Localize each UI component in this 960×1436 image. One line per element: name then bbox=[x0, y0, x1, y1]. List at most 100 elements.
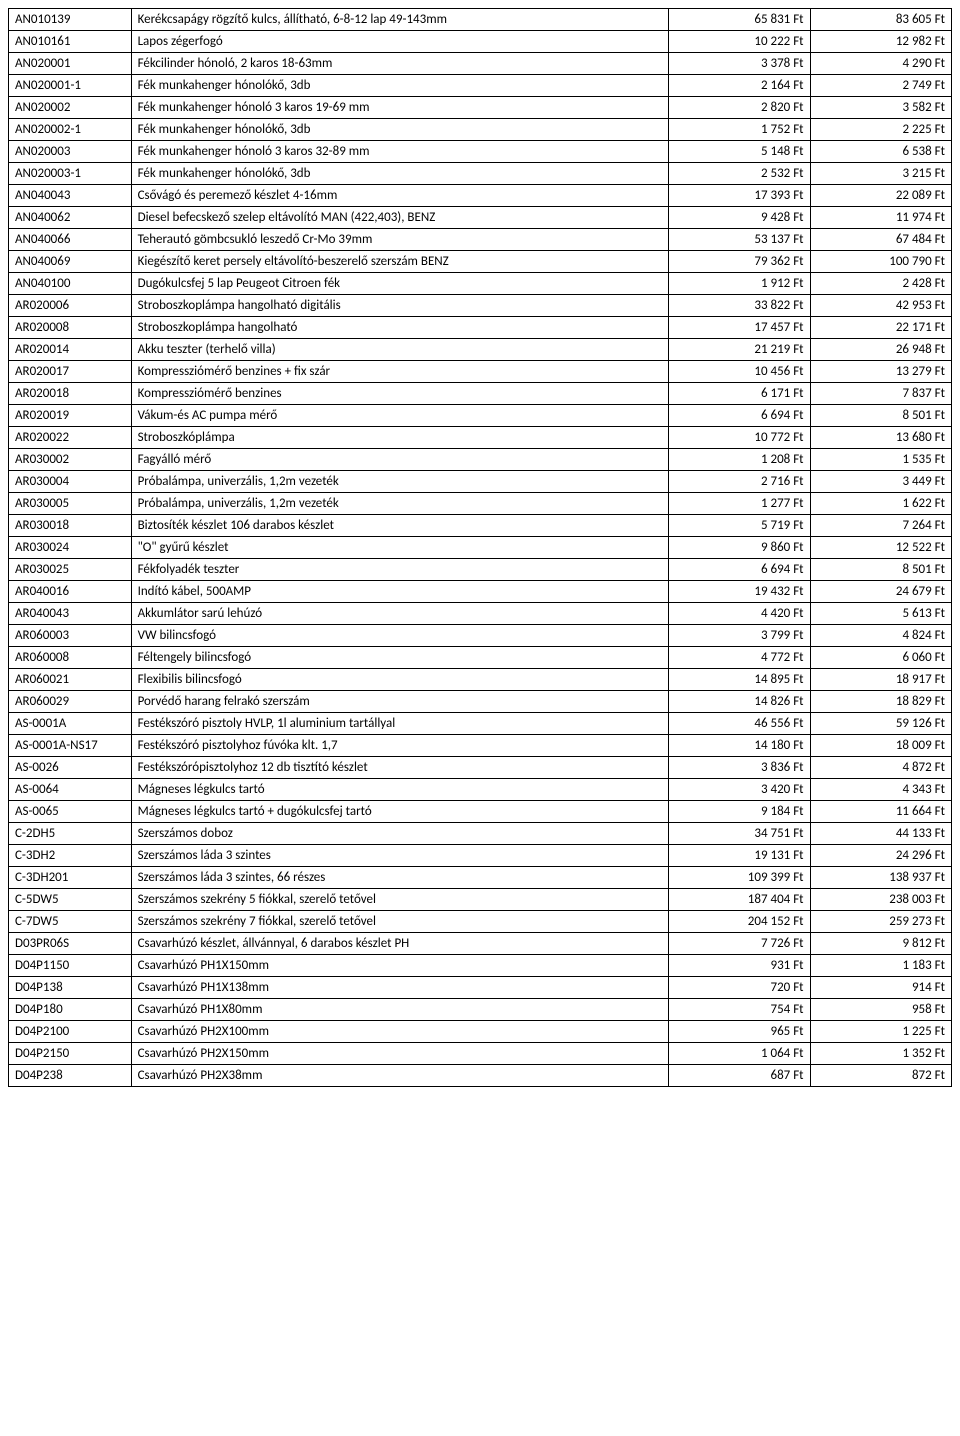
cell-price-net: 1 912 Ft bbox=[669, 273, 810, 295]
cell-price-gross: 1 622 Ft bbox=[810, 493, 951, 515]
cell-code: AR020014 bbox=[9, 339, 132, 361]
cell-price-net: 1 752 Ft bbox=[669, 119, 810, 141]
cell-code: AR020017 bbox=[9, 361, 132, 383]
cell-price-gross: 12 522 Ft bbox=[810, 537, 951, 559]
table-row: AN020003Fék munkahenger hónoló 3 karos 3… bbox=[9, 141, 952, 163]
cell-description: Lapos zégerfogó bbox=[131, 31, 669, 53]
cell-description: Kiegészítő keret persely eltávolító-besz… bbox=[131, 251, 669, 273]
cell-description: Fék munkahenger hónoló 3 karos 32-89 mm bbox=[131, 141, 669, 163]
cell-description: Teherautó gömbcsukló leszedő Cr-Mo 39mm bbox=[131, 229, 669, 251]
cell-code: AR020022 bbox=[9, 427, 132, 449]
table-row: AR020014Akku teszter (terhelő villa)21 2… bbox=[9, 339, 952, 361]
cell-code: AN040066 bbox=[9, 229, 132, 251]
cell-price-gross: 18 829 Ft bbox=[810, 691, 951, 713]
cell-price-net: 9 184 Ft bbox=[669, 801, 810, 823]
cell-code: AN010161 bbox=[9, 31, 132, 53]
cell-price-gross: 24 679 Ft bbox=[810, 581, 951, 603]
cell-code: AR060029 bbox=[9, 691, 132, 713]
cell-price-gross: 8 501 Ft bbox=[810, 405, 951, 427]
cell-price-gross: 5 613 Ft bbox=[810, 603, 951, 625]
cell-price-net: 204 152 Ft bbox=[669, 911, 810, 933]
cell-code: AS-0026 bbox=[9, 757, 132, 779]
table-row: AN040043Csővágó és peremező készlet 4-16… bbox=[9, 185, 952, 207]
table-row: AR030002Fagyálló mérő1 208 Ft1 535 Ft bbox=[9, 449, 952, 471]
cell-price-gross: 238 003 Ft bbox=[810, 889, 951, 911]
cell-code: AN020001 bbox=[9, 53, 132, 75]
cell-price-net: 931 Ft bbox=[669, 955, 810, 977]
cell-description: Fék munkahenger hónolókő, 3db bbox=[131, 163, 669, 185]
cell-price-net: 9 860 Ft bbox=[669, 537, 810, 559]
cell-code: D04P180 bbox=[9, 999, 132, 1021]
cell-price-gross: 9 812 Ft bbox=[810, 933, 951, 955]
cell-price-net: 10 772 Ft bbox=[669, 427, 810, 449]
cell-price-gross: 872 Ft bbox=[810, 1065, 951, 1087]
table-row: AN040062Diesel befecskező szelep eltávol… bbox=[9, 207, 952, 229]
cell-price-gross: 6 538 Ft bbox=[810, 141, 951, 163]
cell-price-net: 4 772 Ft bbox=[669, 647, 810, 669]
table-row: AR040016Indító kábel, 500AMP19 432 Ft24 … bbox=[9, 581, 952, 603]
cell-code: AS-0001A bbox=[9, 713, 132, 735]
cell-code: AN040062 bbox=[9, 207, 132, 229]
cell-code: AR020008 bbox=[9, 317, 132, 339]
table-row: AR020019Vákum-és AC pumpa mérő6 694 Ft8 … bbox=[9, 405, 952, 427]
table-row: AN040069Kiegészítő keret persely eltávol… bbox=[9, 251, 952, 273]
cell-price-gross: 2 225 Ft bbox=[810, 119, 951, 141]
cell-price-gross: 259 273 Ft bbox=[810, 911, 951, 933]
cell-price-gross: 18 917 Ft bbox=[810, 669, 951, 691]
cell-description: Vákum-és AC pumpa mérő bbox=[131, 405, 669, 427]
cell-description: Fék munkahenger hónoló 3 karos 19-69 mm bbox=[131, 97, 669, 119]
table-row: AR040043Akkumlátor sarú lehúzó4 420 Ft5 … bbox=[9, 603, 952, 625]
table-row: AN040100Dugókulcsfej 5 lap Peugeot Citro… bbox=[9, 273, 952, 295]
cell-price-net: 65 831 Ft bbox=[669, 9, 810, 31]
cell-price-net: 3 836 Ft bbox=[669, 757, 810, 779]
table-row: D04P138Csavarhúzó PH1X138mm720 Ft914 Ft bbox=[9, 977, 952, 999]
table-row: AN020003-1Fék munkahenger hónolókő, 3db2… bbox=[9, 163, 952, 185]
cell-price-gross: 4 872 Ft bbox=[810, 757, 951, 779]
cell-description: Kompressziómérő benzines bbox=[131, 383, 669, 405]
cell-description: Csavarhúzó PH1X138mm bbox=[131, 977, 669, 999]
cell-price-gross: 13 279 Ft bbox=[810, 361, 951, 383]
cell-price-gross: 7 837 Ft bbox=[810, 383, 951, 405]
cell-code: AN020002-1 bbox=[9, 119, 132, 141]
cell-price-gross: 1 225 Ft bbox=[810, 1021, 951, 1043]
table-row: AN010139Kerékcsapágy rögzítő kulcs, állí… bbox=[9, 9, 952, 31]
cell-description: Fékcilinder hónoló, 2 karos 18-63mm bbox=[131, 53, 669, 75]
cell-description: Fék munkahenger hónolókő, 3db bbox=[131, 75, 669, 97]
cell-description: Fék munkahenger hónolókő, 3db bbox=[131, 119, 669, 141]
cell-description: Mágneses légkulcs tartó bbox=[131, 779, 669, 801]
cell-price-net: 3 799 Ft bbox=[669, 625, 810, 647]
cell-price-net: 2 820 Ft bbox=[669, 97, 810, 119]
cell-price-gross: 24 296 Ft bbox=[810, 845, 951, 867]
product-price-table: AN010139Kerékcsapágy rögzítő kulcs, állí… bbox=[8, 8, 952, 1087]
cell-price-net: 10 456 Ft bbox=[669, 361, 810, 383]
table-row: AN020002Fék munkahenger hónoló 3 karos 1… bbox=[9, 97, 952, 119]
cell-code: C-7DW5 bbox=[9, 911, 132, 933]
cell-price-net: 17 393 Ft bbox=[669, 185, 810, 207]
table-body: AN010139Kerékcsapágy rögzítő kulcs, állí… bbox=[9, 9, 952, 1087]
cell-price-net: 14 180 Ft bbox=[669, 735, 810, 757]
table-row: AN020001-1Fék munkahenger hónolókő, 3db2… bbox=[9, 75, 952, 97]
cell-price-net: 53 137 Ft bbox=[669, 229, 810, 251]
cell-code: AN040100 bbox=[9, 273, 132, 295]
cell-description: Szerszámos szekrény 5 fiókkal, szerelő t… bbox=[131, 889, 669, 911]
cell-code: AR040016 bbox=[9, 581, 132, 603]
cell-description: Csavarhúzó készlet, állvánnyal, 6 darabo… bbox=[131, 933, 669, 955]
table-row: AN010161Lapos zégerfogó10 222 Ft12 982 F… bbox=[9, 31, 952, 53]
cell-description: Csavarhúzó PH2X100mm bbox=[131, 1021, 669, 1043]
cell-description: Stroboszkóplámpa bbox=[131, 427, 669, 449]
cell-price-gross: 3 215 Ft bbox=[810, 163, 951, 185]
cell-description: Csavarhúzó PH1X80mm bbox=[131, 999, 669, 1021]
cell-price-net: 109 399 Ft bbox=[669, 867, 810, 889]
cell-code: D04P138 bbox=[9, 977, 132, 999]
cell-description: VW bilincsfogó bbox=[131, 625, 669, 647]
cell-code: D04P238 bbox=[9, 1065, 132, 1087]
cell-code: AR040043 bbox=[9, 603, 132, 625]
cell-description: Próbalámpa, univerzális, 1,2m vezeték bbox=[131, 471, 669, 493]
cell-code: AN040043 bbox=[9, 185, 132, 207]
cell-code: AR060008 bbox=[9, 647, 132, 669]
cell-code: C-3DH201 bbox=[9, 867, 132, 889]
cell-price-net: 5 719 Ft bbox=[669, 515, 810, 537]
cell-code: AN020002 bbox=[9, 97, 132, 119]
table-row: AR020008Stroboszkoplámpa hangolható17 45… bbox=[9, 317, 952, 339]
cell-price-gross: 13 680 Ft bbox=[810, 427, 951, 449]
